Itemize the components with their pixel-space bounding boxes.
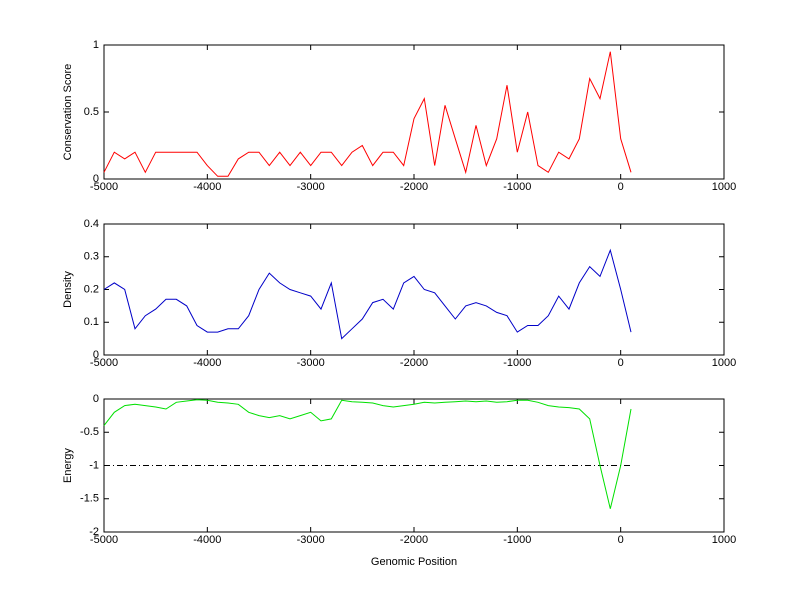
x-tick-label: 0 <box>618 181 624 193</box>
x-tick-label: -5000 <box>90 357 118 369</box>
plot-area <box>103 223 725 356</box>
x-tick-label: -4000 <box>193 181 221 193</box>
x-tick-label: -3000 <box>297 534 325 546</box>
x-tick-label: 0 <box>618 534 624 546</box>
x-tick-label: -3000 <box>297 181 325 193</box>
y-axis-label: Energy <box>62 448 74 483</box>
data-line <box>103 51 632 177</box>
y-tick-label: 0.1 <box>84 316 99 328</box>
x-tick-label: 1000 <box>712 181 736 193</box>
x-tick-label: -3000 <box>297 357 325 369</box>
plot-area <box>103 44 725 180</box>
y-axis-label: Density <box>62 271 74 308</box>
y-tick-label: -1 <box>89 459 99 471</box>
y-tick-label: 0.4 <box>84 218 99 230</box>
y-axis-label: Conservation Score <box>62 64 74 161</box>
x-tick-label: -2000 <box>400 357 428 369</box>
x-tick-label: 1000 <box>712 534 736 546</box>
y-tick-label: -0.5 <box>80 426 99 438</box>
x-tick-label: 1000 <box>712 357 736 369</box>
y-tick-label: -1.5 <box>80 493 99 505</box>
x-tick-label: -5000 <box>90 534 118 546</box>
data-line <box>103 248 632 340</box>
x-tick-label: -5000 <box>90 181 118 193</box>
x-axis-label: Genomic Position <box>371 556 457 568</box>
y-tick-label: 0 <box>93 393 99 405</box>
y-tick-label: 0.5 <box>84 106 99 118</box>
x-tick-label: 0 <box>618 357 624 369</box>
y-tick-label: 0.2 <box>84 283 99 295</box>
y-tick-label: -2 <box>89 526 99 538</box>
x-tick-label: -1000 <box>503 357 531 369</box>
y-tick-label: 0 <box>93 349 99 361</box>
y-tick-label: 0 <box>93 173 99 185</box>
data-line <box>103 399 632 509</box>
x-tick-label: -2000 <box>400 534 428 546</box>
x-tick-label: -4000 <box>193 357 221 369</box>
x-tick-label: -2000 <box>400 181 428 193</box>
x-tick-label: -1000 <box>503 181 531 193</box>
x-tick-label: -4000 <box>193 534 221 546</box>
y-tick-label: 1 <box>93 39 99 51</box>
x-tick-label: -1000 <box>503 534 531 546</box>
y-tick-label: 0.3 <box>84 251 99 263</box>
